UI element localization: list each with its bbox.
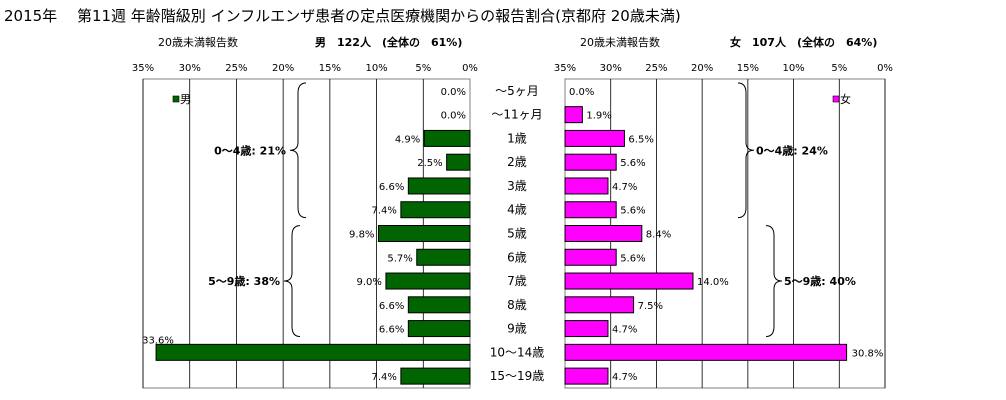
category-label: 9歳	[507, 322, 527, 336]
category-label: 8歳	[507, 298, 527, 312]
right-data-label: 7.5%	[638, 301, 663, 312]
left-legend-label: 男	[180, 93, 191, 106]
left-tick-label: 35%	[132, 63, 154, 74]
left-data-label: 9.8%	[349, 230, 374, 241]
right-data-label: 8.4%	[646, 230, 671, 241]
chart-title: 2015年 第11週 年齢階級別 インフルエンザ患者の定点医療機関からの報告割合…	[4, 7, 681, 25]
left-data-label: 5.7%	[387, 253, 412, 264]
right-bar	[564, 153, 617, 171]
right-tick-label: 25%	[645, 63, 667, 74]
right-caption-count: 20歳未満報告数	[580, 36, 660, 49]
left-data-label: 4.9%	[395, 134, 420, 145]
left-data-label: 6.6%	[379, 325, 404, 336]
right-data-label: 30.8%	[852, 348, 884, 359]
category-label: 3歳	[507, 179, 527, 193]
right-tick-label: 15%	[737, 63, 759, 74]
left-bar	[400, 367, 471, 385]
left-group-label: 0～4歳: 21%	[214, 143, 286, 157]
left-data-label: 2.5%	[417, 158, 442, 169]
right-bar	[564, 296, 635, 314]
right-data-label: 1.9%	[586, 111, 611, 122]
right-tick-label: 5%	[831, 63, 847, 74]
left-tick-label: 30%	[179, 63, 201, 74]
right-data-label: 4.7%	[612, 372, 637, 383]
category-label: 6歳	[507, 250, 527, 264]
left-bar	[423, 129, 471, 147]
category-label: 2歳	[507, 155, 527, 169]
left-data-label: 7.4%	[371, 206, 396, 217]
left-data-label: 0.0%	[441, 111, 466, 122]
left-bar	[385, 272, 471, 290]
right-group-label: 0～4歳: 24%	[756, 143, 828, 157]
category-label: 7歳	[507, 274, 527, 288]
left-tick-label: 25%	[225, 63, 247, 74]
left-legend-swatch	[172, 95, 180, 103]
right-data-label: 4.7%	[612, 182, 637, 193]
left-data-label: 33.6%	[142, 335, 174, 346]
left-caption-total: 男 122人 (全体の 61%)	[315, 35, 462, 49]
left-group-brace	[283, 225, 301, 337]
right-bar	[564, 367, 609, 385]
right-bar	[564, 320, 609, 338]
right-bar	[564, 129, 625, 147]
left-tick-label: 15%	[319, 63, 341, 74]
category-label: 5歳	[507, 227, 527, 241]
right-tick-label: 30%	[600, 63, 622, 74]
right-tick-label: 0%	[877, 63, 893, 74]
left-group-brace	[289, 82, 307, 219]
left-bar	[446, 153, 471, 171]
left-data-label: 0.0%	[441, 87, 466, 98]
left-group-label: 5～9歳: 38%	[208, 274, 280, 288]
right-tick-label: 20%	[691, 63, 713, 74]
right-data-label: 6.5%	[628, 134, 653, 145]
right-bar	[564, 272, 694, 290]
left-data-label: 6.6%	[379, 182, 404, 193]
category-label: 10～14歳	[490, 345, 545, 359]
left-bar	[407, 296, 471, 314]
category-label: ～5ヶ月	[495, 84, 539, 98]
right-data-label: 4.7%	[612, 325, 637, 336]
right-group-label: 5～9歳: 40%	[784, 274, 856, 288]
right-legend-swatch	[832, 95, 840, 103]
right-group-brace	[737, 82, 755, 219]
right-bar	[564, 343, 848, 361]
right-bar	[564, 201, 617, 219]
left-bar	[416, 248, 471, 266]
right-tick-label: 35%	[554, 63, 576, 74]
right-caption-total: 女 107人 (全体の 64%)	[730, 35, 877, 49]
right-bar	[564, 248, 617, 266]
right-data-label: 5.6%	[620, 253, 645, 264]
left-data-label: 7.4%	[371, 372, 396, 383]
category-label: 4歳	[507, 203, 527, 217]
category-label: 1歳	[507, 131, 527, 145]
right-tick-label: 10%	[782, 63, 804, 74]
left-data-label: 6.6%	[379, 301, 404, 312]
left-bar	[407, 177, 471, 195]
left-tick-label: 20%	[272, 63, 294, 74]
right-data-label: 0.0%	[569, 87, 594, 98]
right-group-brace	[765, 225, 783, 337]
left-tick-label: 0%	[462, 63, 478, 74]
left-tick-label: 10%	[365, 63, 387, 74]
right-bar	[564, 177, 609, 195]
right-bar	[564, 225, 643, 242]
right-bar	[564, 106, 583, 124]
left-bar	[407, 320, 471, 338]
right-data-label: 14.0%	[697, 277, 729, 288]
category-label: 15～19歳	[490, 369, 545, 383]
category-label: ～11ヶ月	[491, 108, 542, 122]
left-bar	[400, 201, 471, 219]
left-bar	[155, 343, 471, 361]
left-tick-label: 5%	[415, 63, 431, 74]
left-bar	[377, 225, 471, 242]
right-legend-label: 女	[840, 92, 851, 106]
right-data-label: 5.6%	[620, 158, 645, 169]
right-data-label: 5.6%	[620, 206, 645, 217]
left-caption-count: 20歳未満報告数	[158, 36, 238, 49]
left-data-label: 9.0%	[357, 277, 382, 288]
